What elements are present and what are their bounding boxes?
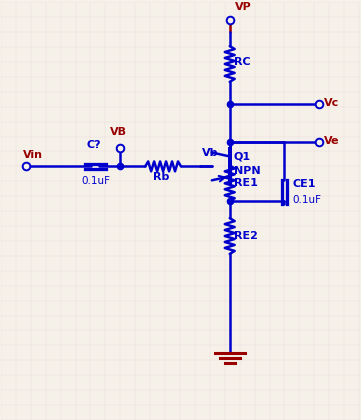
Text: VB: VB: [110, 126, 127, 136]
Text: 0.1uF: 0.1uF: [81, 176, 110, 186]
Text: RC: RC: [234, 57, 250, 67]
Text: NPN: NPN: [234, 166, 260, 176]
Text: Ve: Ve: [324, 136, 340, 146]
Text: C?: C?: [86, 141, 101, 150]
Text: CE1: CE1: [292, 179, 316, 189]
Text: Rb: Rb: [153, 172, 169, 182]
Text: Vb: Vb: [202, 148, 218, 158]
Text: Vin: Vin: [23, 150, 43, 160]
Text: RE2: RE2: [234, 231, 258, 241]
Text: Vc: Vc: [324, 98, 339, 108]
Text: 0.1uF: 0.1uF: [292, 195, 321, 205]
Text: Q1: Q1: [234, 152, 251, 161]
Text: VP: VP: [235, 2, 252, 12]
Text: RE1: RE1: [234, 178, 258, 188]
